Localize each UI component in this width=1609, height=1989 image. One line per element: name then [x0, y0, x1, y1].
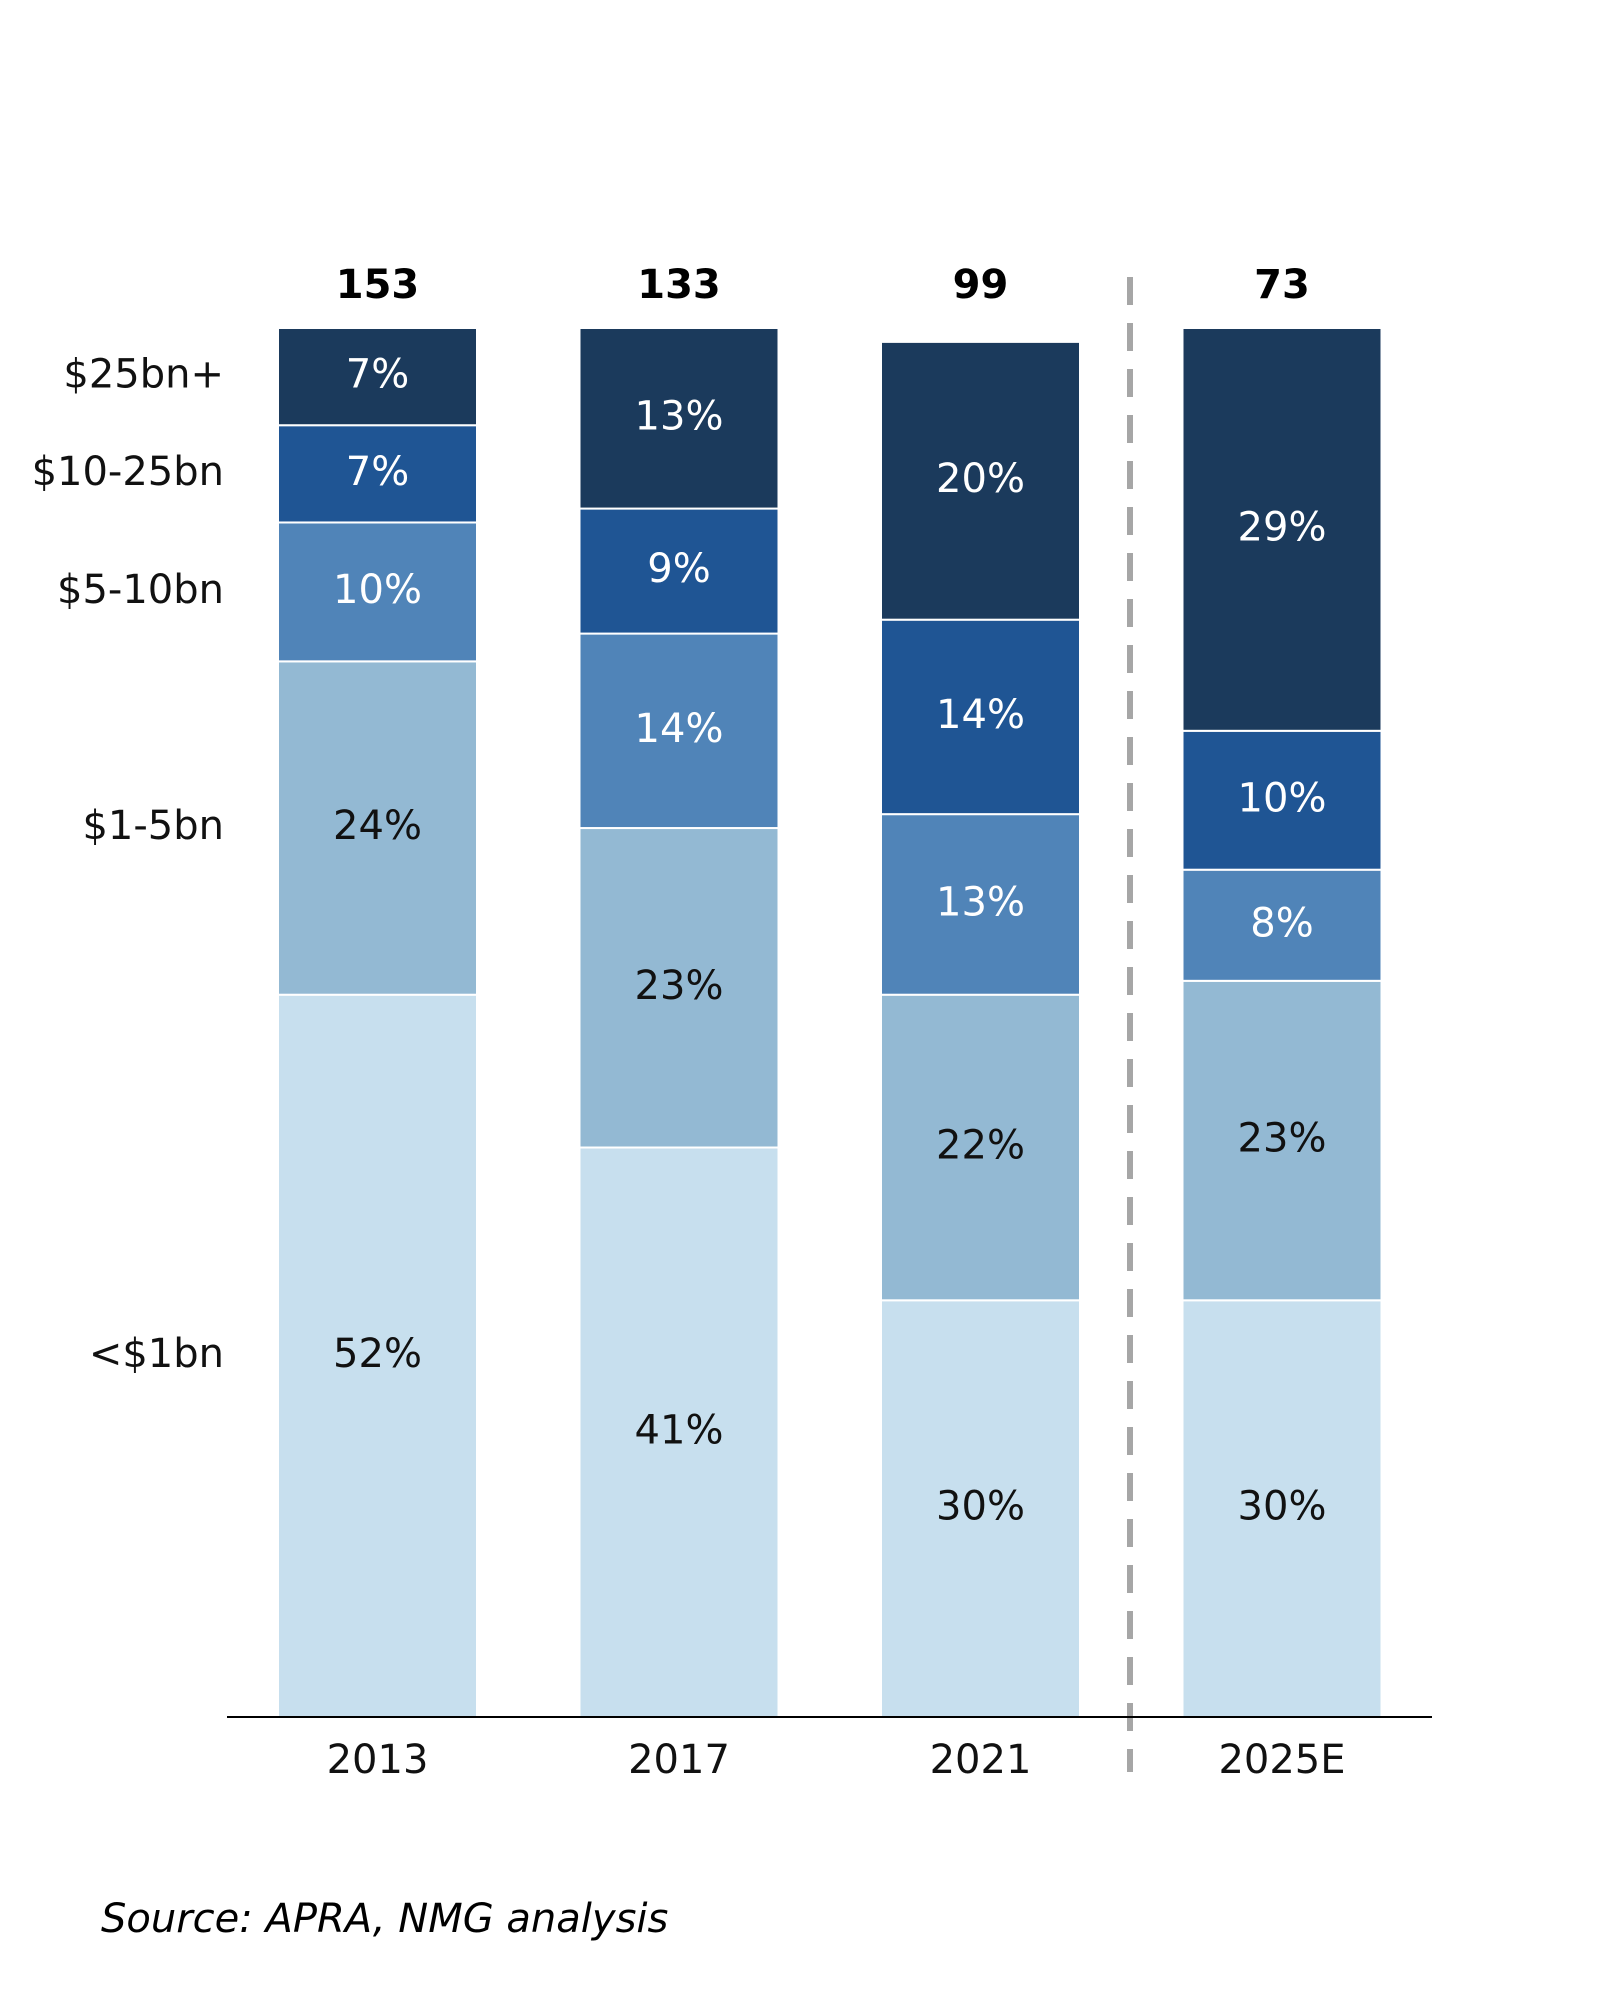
segment-label: 20%: [936, 456, 1025, 502]
bar-segment: [880, 340, 1081, 621]
legend-label: $1-5bn: [82, 803, 224, 849]
segment-label: 10%: [1238, 775, 1327, 821]
segment-label: 9%: [647, 546, 710, 592]
segment-label: 7%: [346, 352, 409, 398]
segment-label: 24%: [333, 803, 422, 849]
bar-segment: [578, 827, 780, 1149]
legend-label: $25bn+: [63, 352, 224, 398]
segment-label: 23%: [635, 963, 724, 1009]
total-label: 73: [1254, 262, 1310, 308]
bar-segment: [1181, 327, 1383, 732]
segment-label: 10%: [333, 567, 422, 613]
source: Source: APRA, NMG analysis: [101, 1896, 668, 1942]
segment-label: 30%: [936, 1484, 1025, 1530]
legend-label: <$1bn: [89, 1331, 224, 1377]
bar-segment: [1181, 979, 1383, 1302]
segment-label: 8%: [1250, 900, 1313, 946]
total-label: 133: [637, 262, 721, 308]
segment-label: 29%: [1238, 504, 1327, 550]
total-label: 153: [336, 262, 420, 308]
bar-segment: [277, 327, 478, 427]
total-label: 99: [953, 262, 1009, 308]
bar-segment: [1181, 868, 1383, 982]
segment-label: 13%: [936, 879, 1025, 925]
segment-label: 14%: [936, 692, 1025, 738]
segment-label: 7%: [346, 449, 409, 495]
bar-segment: [277, 660, 478, 996]
bar-segment: [1181, 729, 1383, 871]
bar-segment: [578, 507, 780, 635]
bar-segment: [578, 1146, 780, 1718]
segment-label: 52%: [333, 1331, 422, 1377]
bar-segment: [880, 618, 1081, 816]
bar-segment: [880, 813, 1081, 996]
segment-label: 23%: [1238, 1116, 1327, 1162]
segment-label: 30%: [1238, 1484, 1327, 1530]
bar-segment: [277, 424, 478, 524]
segment-label: 22%: [936, 1123, 1025, 1169]
bar-segment: [578, 327, 780, 510]
segment-label: 13%: [635, 393, 724, 439]
bar-segment: [880, 993, 1081, 1302]
legend-label: $10-25bn: [32, 449, 224, 495]
segment-label: 14%: [635, 706, 724, 752]
x-tick-label: 2017: [628, 1737, 730, 1783]
bar-segment: [880, 1299, 1081, 1719]
x-tick-label: 2021: [930, 1737, 1032, 1783]
segment-label: 41%: [635, 1407, 724, 1453]
x-tick-label: 2013: [327, 1737, 429, 1783]
legend-label: $5-10bn: [57, 567, 224, 613]
x-tick-label: 2025E: [1218, 1737, 1345, 1783]
bar-segment: [578, 632, 780, 830]
